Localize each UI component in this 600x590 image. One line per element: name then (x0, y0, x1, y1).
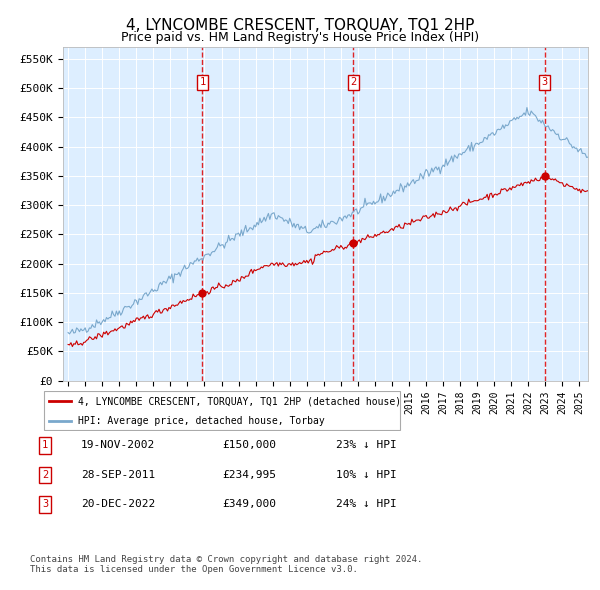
Text: 4, LYNCOMBE CRESCENT, TORQUAY, TQ1 2HP (detached house): 4, LYNCOMBE CRESCENT, TORQUAY, TQ1 2HP (… (78, 396, 401, 407)
Text: 20-DEC-2022: 20-DEC-2022 (81, 500, 155, 509)
Text: 4, LYNCOMBE CRESCENT, TORQUAY, TQ1 2HP: 4, LYNCOMBE CRESCENT, TORQUAY, TQ1 2HP (126, 18, 474, 32)
Text: 19-NOV-2002: 19-NOV-2002 (81, 441, 155, 450)
FancyBboxPatch shape (44, 391, 400, 430)
Text: 10% ↓ HPI: 10% ↓ HPI (336, 470, 397, 480)
Text: 24% ↓ HPI: 24% ↓ HPI (336, 500, 397, 509)
Text: 2: 2 (42, 470, 48, 480)
Text: 2: 2 (350, 77, 356, 87)
Text: 1: 1 (42, 441, 48, 450)
Text: Contains HM Land Registry data © Crown copyright and database right 2024.: Contains HM Land Registry data © Crown c… (30, 555, 422, 563)
Text: Price paid vs. HM Land Registry's House Price Index (HPI): Price paid vs. HM Land Registry's House … (121, 31, 479, 44)
Text: 3: 3 (542, 77, 548, 87)
Text: £150,000: £150,000 (222, 441, 276, 450)
Text: This data is licensed under the Open Government Licence v3.0.: This data is licensed under the Open Gov… (30, 565, 358, 574)
Text: £349,000: £349,000 (222, 500, 276, 509)
Text: HPI: Average price, detached house, Torbay: HPI: Average price, detached house, Torb… (78, 416, 325, 425)
Text: 28-SEP-2011: 28-SEP-2011 (81, 470, 155, 480)
Text: 3: 3 (42, 500, 48, 509)
Text: £234,995: £234,995 (222, 470, 276, 480)
Text: 23% ↓ HPI: 23% ↓ HPI (336, 441, 397, 450)
Text: 1: 1 (199, 77, 206, 87)
